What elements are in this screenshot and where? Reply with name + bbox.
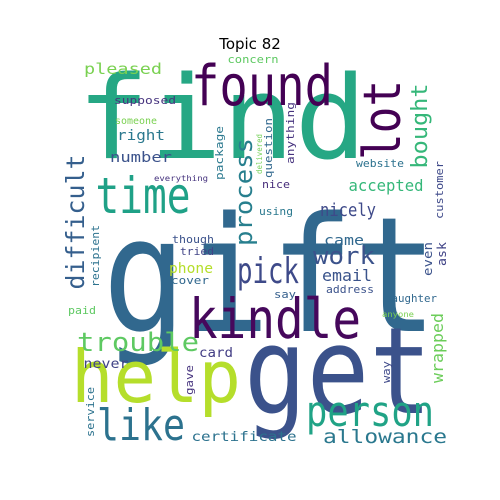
word-email: email: [322, 266, 372, 285]
word-using: using: [259, 205, 293, 218]
word-pick: pick: [237, 251, 299, 292]
word-though: though: [172, 233, 214, 246]
word-allowance: allowance: [323, 426, 447, 448]
word-service: service: [84, 387, 97, 437]
word-kindle: kindle: [189, 287, 361, 351]
word-gift: gift: [103, 182, 438, 369]
word-package: package: [213, 126, 226, 180]
word-found: found: [191, 54, 333, 119]
word-difficult: difficult: [61, 155, 90, 290]
word-pleased: pleased: [84, 60, 162, 78]
word-help: help: [71, 335, 241, 419]
figure-title: Topic 82: [219, 35, 281, 53]
word-bought: bought: [408, 84, 433, 169]
word-nice: nice: [262, 178, 290, 191]
word-find: find: [77, 52, 367, 186]
word-process: process: [230, 138, 258, 246]
word-wrapped: wrapped: [428, 313, 447, 383]
word-phone: phone: [169, 261, 213, 277]
word-say: say: [274, 288, 296, 301]
word-way: way: [380, 361, 393, 383]
word-gave: gave: [183, 365, 196, 395]
word-customer: customer: [433, 161, 446, 219]
word-anyone: anyone: [382, 310, 414, 319]
word-address: address: [326, 283, 374, 296]
word-number: number: [110, 150, 172, 166]
word-daughter: daughter: [385, 292, 437, 305]
word-everything: everything: [154, 174, 208, 183]
word-trouble: trouble: [77, 328, 199, 358]
word-website: website: [356, 157, 404, 170]
word-time: time: [96, 167, 191, 225]
word-tried: tried: [180, 245, 214, 258]
word-even: even: [421, 242, 435, 276]
word-like: like: [97, 400, 185, 451]
word-ask: ask: [435, 241, 449, 266]
word-came: came: [324, 233, 364, 249]
word-someone: someone: [115, 116, 157, 127]
word-lot: lot: [353, 80, 413, 160]
word-paid: paid: [68, 304, 96, 317]
word-concern: concern: [228, 53, 279, 66]
word-anything: anything: [284, 102, 297, 164]
word-nicely: nicely: [320, 200, 376, 221]
word-get: get: [244, 303, 432, 442]
word-delivered: delivered: [255, 134, 264, 174]
word-right: right: [117, 128, 165, 144]
word-supposed: supposed: [114, 94, 176, 107]
word-question: question: [262, 118, 275, 178]
word-cover: cover: [171, 274, 209, 287]
word-card: card: [199, 346, 233, 361]
word-person: person: [306, 387, 434, 436]
word-never: never: [84, 357, 129, 372]
word-work: work: [313, 242, 376, 270]
word-recipient: recipient: [89, 225, 102, 287]
word-accepted: accepted: [349, 176, 424, 195]
word-certificate: certificate: [192, 430, 297, 445]
